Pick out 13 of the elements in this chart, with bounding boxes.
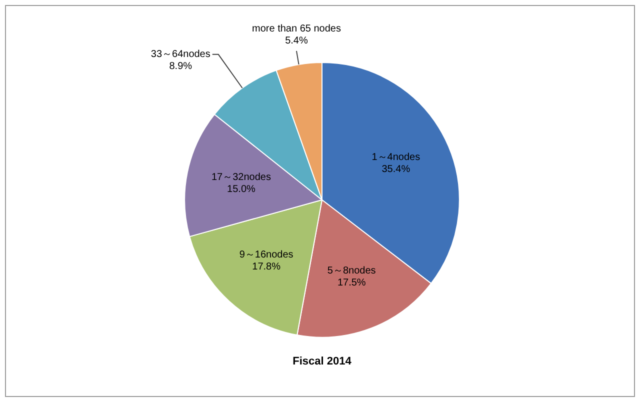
data-label: 15.0%: [227, 184, 256, 196]
slice-label: 9～16nodes: [239, 249, 294, 260]
data-label: 17.5%: [337, 278, 366, 289]
data-label: 35.4%: [382, 164, 410, 176]
slice-label: 17～32nodes: [211, 172, 271, 184]
slice-label: 1～4nodes: [372, 152, 420, 164]
data-label: 8.9%: [169, 61, 192, 72]
slice-label: 5～8nodes: [327, 266, 376, 277]
text: Fiscal 2014: [292, 355, 352, 368]
data-label: 17.8%: [252, 261, 281, 272]
slice-label: 33～64nodes: [150, 49, 210, 60]
slice-label: more than 65 nodes: [252, 24, 341, 35]
data-label: 5.4%: [285, 36, 308, 47]
